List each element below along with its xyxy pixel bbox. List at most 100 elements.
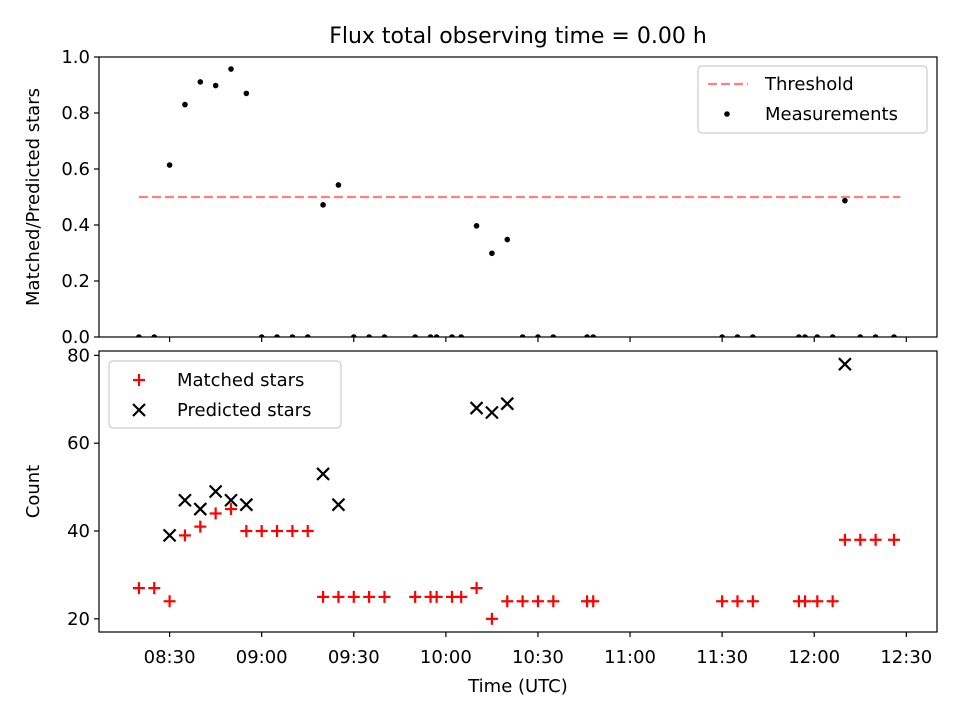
measurement-point [814, 334, 821, 337]
measurement-point [197, 79, 204, 85]
matched-star-point [132, 582, 145, 595]
measurement-point [535, 334, 541, 337]
measurement-point [504, 236, 511, 243]
measurement-point [829, 334, 836, 337]
star-count-panel: 20 40 60 80 08:30 09:00 09:30 10:00 10:30 11:00 11… [23, 345, 938, 697]
legend-matched-label: Matched stars [177, 370, 304, 391]
matched-star-point [430, 590, 443, 603]
predicted-star-point [193, 502, 208, 516]
matched-star-point [826, 595, 839, 608]
matched-star-point [869, 533, 882, 546]
measurement-point [796, 334, 802, 337]
predicted-star-point [162, 528, 177, 543]
matched-star-point [378, 590, 391, 603]
legend-predicted-swatch-b [132, 403, 146, 417]
legend-predicted-label: Predicted stars [177, 400, 311, 421]
predicted-star-point [239, 497, 254, 512]
predicted-star-point [500, 396, 515, 411]
x-axis-label: Time (UTC) [467, 676, 568, 697]
plot-frame [98, 350, 938, 633]
matched-star-point [501, 595, 514, 608]
measurement-point [136, 334, 142, 337]
matched-star-point [455, 590, 468, 603]
matched-star-point [746, 595, 759, 608]
matched-star-point [409, 590, 422, 603]
measurement-point [433, 334, 440, 337]
y-tick-label: 0.2 [61, 271, 90, 292]
predicted-star-point [224, 493, 238, 508]
y-tick-label: 0.6 [61, 159, 90, 180]
predicted-star-point [316, 467, 330, 481]
measurement-point [719, 334, 725, 337]
predicted-star-point-b [208, 484, 223, 499]
matched-star-point [587, 595, 600, 608]
matched-star-point [799, 595, 812, 608]
legend-measurement-swatch [724, 111, 730, 117]
legend-threshold-label: Threshold [764, 74, 854, 95]
legend-frame [697, 65, 928, 134]
measurement-point [590, 334, 597, 337]
legend-measurement-label: Measurements [765, 104, 898, 125]
y-axis-label: Count [23, 465, 44, 518]
y-tick-label: 0.4 [61, 215, 90, 236]
predicted-star-point [178, 493, 192, 508]
matched-star-point [547, 595, 560, 608]
y-tick-label: 1.0 [61, 47, 90, 68]
plot-frame [98, 56, 938, 338]
matched-star-point [811, 595, 824, 608]
matched-star-point [332, 590, 345, 603]
legend-top: Threshold Measurements [697, 65, 928, 134]
measurement-point [802, 334, 808, 337]
predicted-star-point-b [162, 528, 177, 543]
measurement-point [857, 334, 864, 337]
predicted-star-point [208, 484, 223, 499]
measurement-point [228, 66, 234, 72]
matched-star-point [485, 612, 498, 625]
matched-star-point [716, 595, 729, 608]
x-tick-label: 10:30 [512, 647, 564, 668]
y-tick-label: 80 [67, 345, 90, 366]
matched-star-point [255, 525, 268, 538]
measurement-point [320, 202, 326, 208]
plot-marks [132, 357, 901, 625]
y-tick-label: 0.0 [61, 327, 90, 348]
measurement-point [381, 334, 388, 337]
measurement-point [872, 334, 879, 337]
measurement-point [350, 334, 357, 337]
measurement-point [366, 334, 372, 337]
measurement-point [274, 334, 280, 337]
x-tick-label: 11:00 [604, 647, 656, 668]
chart-title: Flux total observing time = 0.00 h [329, 24, 707, 49]
measurement-point [182, 101, 188, 108]
y-tick-label: 60 [67, 433, 90, 454]
x-tick-label: 08:30 [144, 647, 196, 668]
predicted-star-point [469, 401, 484, 415]
measurement-point [891, 334, 897, 337]
predicted-star-point-b [469, 401, 484, 415]
measurement-point [750, 334, 756, 337]
flux-ratio-panel: 0.0 0.2 0.4 0.6 0.8 1.0 Matched/Predicted star… [23, 47, 938, 348]
predicted-star-point [331, 497, 346, 512]
measurement-point [335, 182, 342, 188]
matched-star-point [838, 533, 851, 546]
matched-star-point [731, 595, 744, 608]
measurement-point [304, 334, 311, 337]
measurement-point [412, 334, 418, 337]
measurement-point [519, 334, 526, 337]
matched-star-point [178, 529, 191, 542]
predicted-star-point-b [838, 357, 852, 371]
predicted-star-point-b [178, 493, 192, 508]
x-tick-label: 11:30 [696, 647, 748, 668]
matched-star-point [209, 507, 222, 520]
predicted-star-point-b [316, 467, 330, 481]
predicted-star-point-b [224, 493, 238, 508]
measurement-point [427, 334, 434, 337]
y-axis-label: Matched/Predicted stars [23, 88, 44, 306]
matched-star-point [854, 533, 867, 546]
predicted-star-point-b [239, 497, 254, 512]
plot-marks [136, 66, 901, 337]
measurement-point [243, 90, 250, 97]
measurement-point [151, 334, 158, 337]
measurement-point [166, 162, 173, 168]
